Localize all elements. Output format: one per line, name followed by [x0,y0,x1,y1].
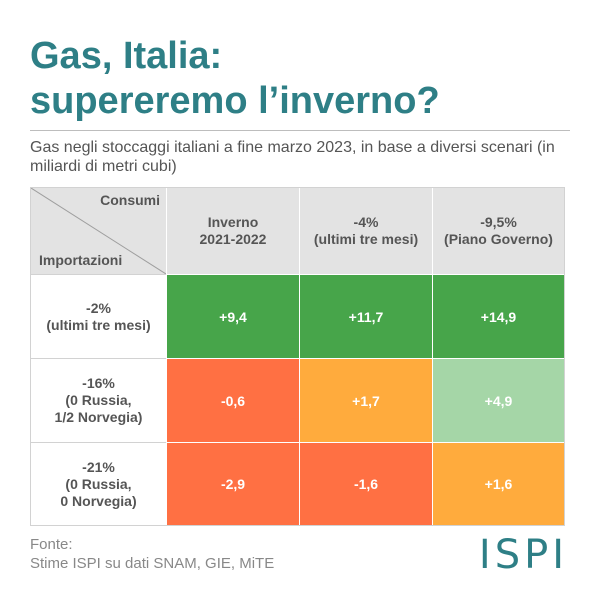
value-cell: +9,4 [166,274,299,358]
column-header: -4% (ultimi tre mesi) [299,188,432,274]
chart-subtitle: Gas negli stoccaggi italiani a fine marz… [30,139,555,175]
corner-header: Consumi Importazioni [31,188,166,274]
row-header: -21% (0 Russia, 0 Norvegia) [31,442,166,525]
row-header: -16% (0 Russia, 1/2 Norvegia) [31,358,166,442]
column-header-line: (Piano Governo) [444,231,553,247]
row-header-line: (0 Russia, [65,475,132,492]
title-line-2: supereremo l’inverno? [30,80,440,122]
column-header: -9,5% (Piano Governo) [432,188,564,274]
column-header-line: Inverno [207,214,259,230]
value-cell: +1,7 [299,358,432,442]
value-cell: +11,7 [299,274,432,358]
row-header-line: -2% [86,299,111,316]
value-cell: -0,6 [166,358,299,442]
source-label: Fonte: [30,536,73,553]
row-header: -2% (ultimi tre mesi) [31,274,166,358]
source-text: Stime ISPI su dati SNAM, GIE, MiTE [30,555,275,572]
row-header-line: 1/2 Norvegia) [54,409,143,425]
value-cell: +1,6 [432,442,564,525]
row-header-line: -16% [82,375,115,391]
row-header-line: (0 Russia, [65,392,132,408]
title-line-1: Gas, Italia: [30,35,223,77]
row-header-line: -21% [82,458,115,475]
column-header-line: (ultimi tre mesi) [313,231,419,247]
source-note: Fonte: Stime ISPI su dati SNAM, GIE, MiT… [30,535,274,573]
row-axis-label: Importazioni [39,252,123,268]
value-cell: +14,9 [432,274,564,358]
column-header-line: -9,5% [480,214,517,230]
row-header-line: (ultimi tre mesi) [46,316,151,333]
value-cell: -1,6 [299,442,432,525]
corner-diagonal-line [31,188,166,274]
value-cell: -2,9 [166,442,299,525]
column-header: Inverno 2021-2022 [166,188,299,274]
ispi-logo: ISPI [478,532,568,578]
column-header-line: 2021-2022 [199,231,267,247]
title-divider [30,130,570,131]
page-title: Gas, Italia: supereremo l’inverno? [30,34,570,124]
column-axis-label: Consumi [100,192,160,208]
scenario-matrix: Consumi Importazioni Inverno 2021-2022 -4%… [30,187,565,526]
column-header-line: -4% [353,214,379,230]
value-cell: +4,9 [432,358,564,442]
row-header-line: 0 Norvegia) [60,492,137,509]
